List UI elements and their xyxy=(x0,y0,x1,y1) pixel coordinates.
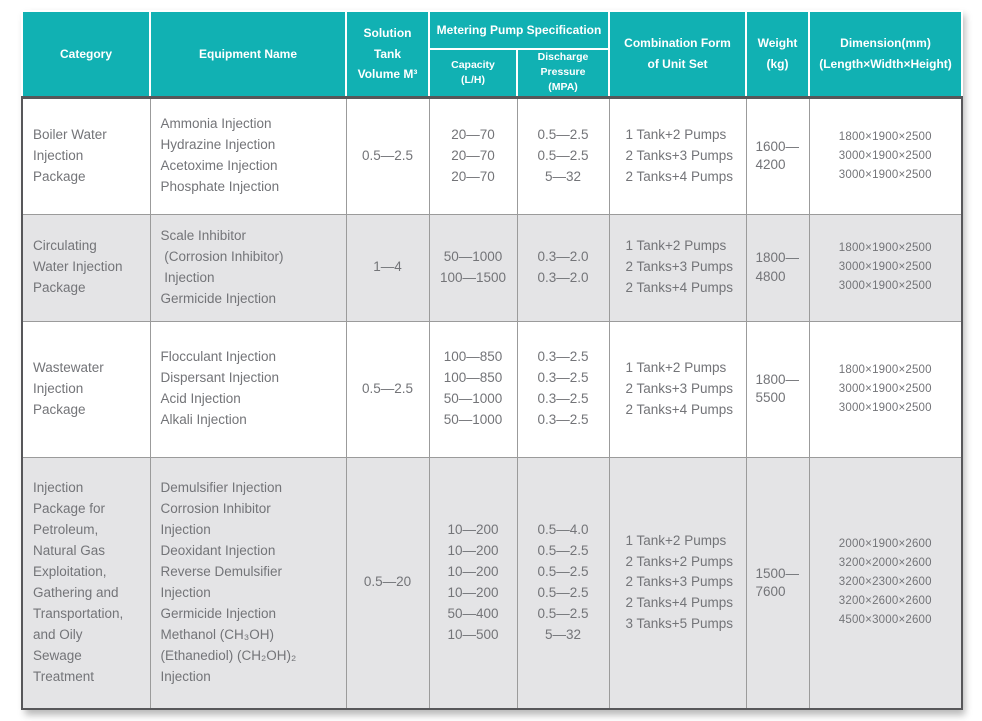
spec-table: Category Equipment Name Solution Tank Vo… xyxy=(21,9,964,711)
cell-category: Boiler Water Injection Package xyxy=(21,95,151,215)
cell-tank-volume: 0.5—20 xyxy=(345,456,430,711)
cell-discharge: 0.5—4.0 0.5—2.5 0.5—2.5 0.5—2.5 0.5—2.5 … xyxy=(516,456,610,711)
cell-weight: 1500— 7600 xyxy=(745,456,810,711)
cell-dimension: 1800×1900×2500 3000×1900×2500 3000×1900×… xyxy=(808,320,964,458)
cell-weight: 1600— 4200 xyxy=(745,95,810,215)
cell-discharge: 0.3—2.5 0.3—2.5 0.3—2.5 0.3—2.5 xyxy=(516,320,610,458)
header-capacity: Capacity (L/H) xyxy=(428,47,518,99)
header-category: Category xyxy=(21,9,151,99)
cell-capacity: 10—200 10—200 10—200 10—200 50—400 10—50… xyxy=(428,456,518,711)
cell-dimension: 1800×1900×2500 3000×1900×2500 3000×1900×… xyxy=(808,213,964,322)
table-row-wastewater: Wastewater Injection Package Flocculant … xyxy=(21,320,964,458)
table-row-boiler-water: Boiler Water Injection Package Ammonia I… xyxy=(21,95,964,215)
cell-discharge: 0.3—2.0 0.3—2.0 xyxy=(516,213,610,322)
cell-capacity: 50—1000 100—1500 xyxy=(428,213,518,322)
cell-equipment: Demulsifier Injection Corrosion Inhibito… xyxy=(149,456,347,711)
cell-weight: 1800— 5500 xyxy=(745,320,810,458)
cell-capacity: 100—850 100—850 50—1000 50—1000 xyxy=(428,320,518,458)
equipment-spec-table: Category Equipment Name Solution Tank Vo… xyxy=(21,9,964,711)
cell-equipment: Scale Inhibitor (Corrosion Inhibitor) In… xyxy=(149,213,347,322)
cell-combination: 1 Tank+2 Pumps 2 Tanks+2 Pumps 2 Tanks+3… xyxy=(608,456,747,711)
header-solution-tank-volume: Solution Tank Volume M³ xyxy=(345,9,430,99)
cell-category: Wastewater Injection Package xyxy=(21,320,151,458)
header-weight: Weight (kg) xyxy=(745,9,811,99)
table-header: Category Equipment Name Solution Tank Vo… xyxy=(21,9,964,99)
cell-tank-volume: 0.5—2.5 xyxy=(345,95,430,215)
header-metering-pump-spec: Metering Pump Specification xyxy=(427,10,611,50)
cell-category: Circulating Water Injection Package xyxy=(21,213,151,322)
cell-combination: 1 Tank+2 Pumps 2 Tanks+3 Pumps 2 Tanks+4… xyxy=(608,95,747,215)
cell-tank-volume: 0.5—2.5 xyxy=(345,320,430,458)
header-combination-form: Combination Form of Unit Set xyxy=(608,9,748,99)
cell-combination: 1 Tank+2 Pumps 2 Tanks+3 Pumps 2 Tanks+4… xyxy=(608,213,747,322)
cell-dimension: 1800×1900×2500 3000×1900×2500 3000×1900×… xyxy=(808,95,964,215)
cell-tank-volume: 1—4 xyxy=(345,213,430,322)
cell-category: Injection Package for Petroleum, Natural… xyxy=(21,456,151,711)
header-discharge-pressure: Discharge Pressure (MPA) xyxy=(515,47,611,99)
cell-weight: 1800— 4800 xyxy=(745,213,810,322)
cell-dimension: 2000×1900×2600 3200×2000×2600 3200×2300×… xyxy=(808,456,964,711)
cell-equipment: Ammonia Injection Hydrazine Injection Ac… xyxy=(149,95,347,215)
header-dimension: Dimension(mm) (Length×Width×Height) xyxy=(808,9,964,99)
cell-capacity: 20—70 20—70 20—70 xyxy=(428,95,518,215)
cell-equipment: Flocculant Injection Dispersant Injectio… xyxy=(149,320,347,458)
header-equipment-name: Equipment Name xyxy=(149,9,347,99)
cell-combination: 1 Tank+2 Pumps 2 Tanks+3 Pumps 2 Tanks+4… xyxy=(608,320,747,458)
table-row-circulating-water: Circulating Water Injection Package Scal… xyxy=(21,213,964,322)
cell-discharge: 0.5—2.5 0.5—2.5 5—32 xyxy=(516,95,610,215)
table-row-petroleum: Injection Package for Petroleum, Natural… xyxy=(21,456,964,711)
